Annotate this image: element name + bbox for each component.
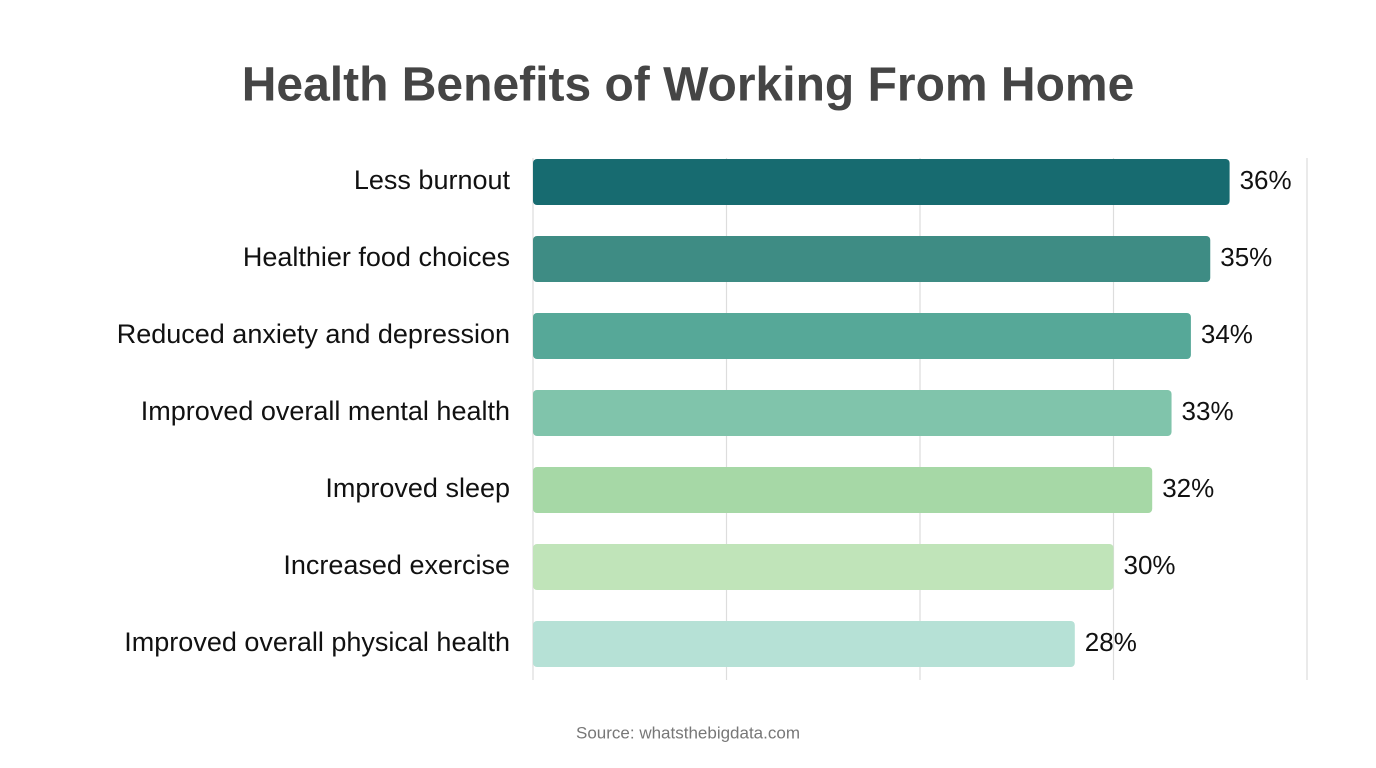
bar xyxy=(533,236,1211,282)
category-label: Reduced anxiety and depression xyxy=(117,319,510,349)
source: Source: whatsthebigdata.com xyxy=(576,723,800,742)
value-label: 34% xyxy=(1201,319,1253,349)
value-label: 33% xyxy=(1182,396,1234,426)
category-label: Improved overall mental health xyxy=(141,396,510,426)
chart-title: Health Benefits of Working From Home xyxy=(242,59,1135,112)
value-label: 32% xyxy=(1162,473,1214,503)
bar xyxy=(533,621,1075,667)
value-label: 35% xyxy=(1220,242,1272,272)
bar xyxy=(533,390,1172,436)
bar xyxy=(533,544,1114,590)
value-label: 28% xyxy=(1085,627,1137,657)
value-label: 36% xyxy=(1240,165,1292,195)
category-label: Less burnout xyxy=(354,165,511,195)
category-label: Improved overall physical health xyxy=(124,627,510,657)
category-label: Improved sleep xyxy=(325,473,510,503)
category-label: Increased exercise xyxy=(283,550,510,580)
value-label: 30% xyxy=(1124,550,1176,580)
bar xyxy=(533,313,1191,359)
bar xyxy=(533,159,1230,205)
category-label: Healthier food choices xyxy=(243,242,510,272)
bar xyxy=(533,467,1153,513)
